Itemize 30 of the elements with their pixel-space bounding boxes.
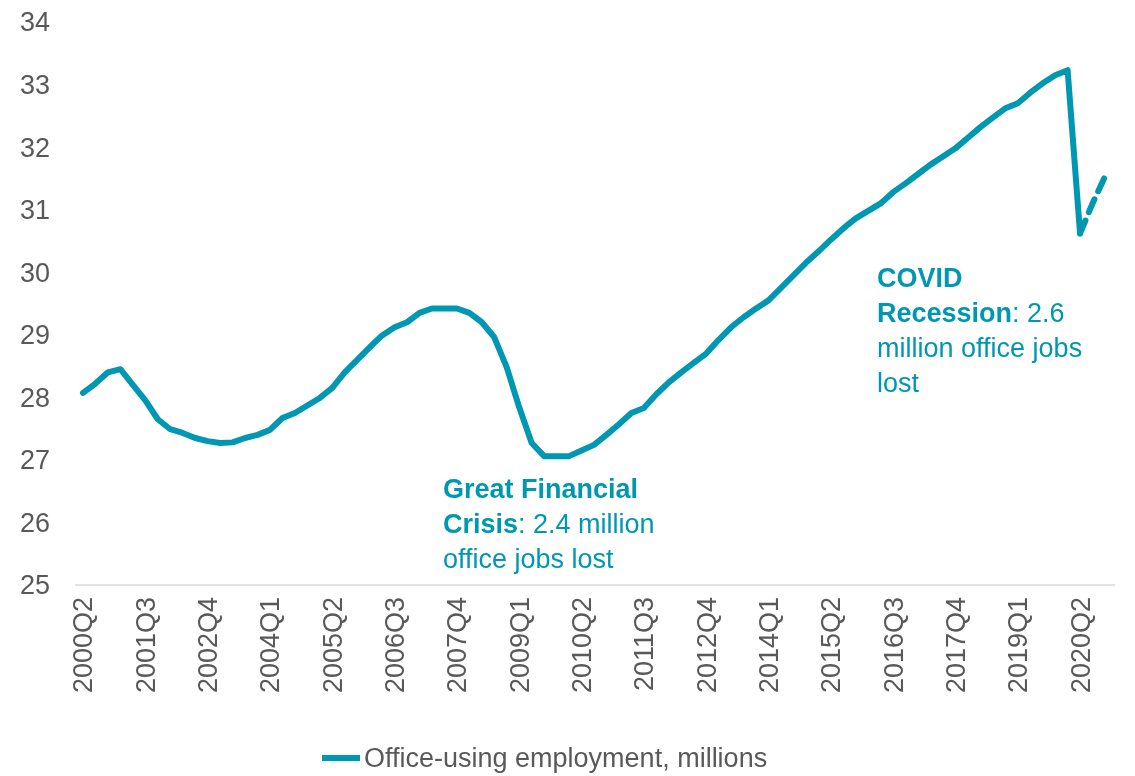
x-tick-label: 2006Q3 bbox=[380, 597, 411, 694]
text: Great Financial Crisis: 2.4 million office jobs lost bbox=[443, 474, 655, 574]
x-tick-label: 2001Q3 bbox=[130, 597, 161, 694]
x-tick-label: 2007Q4 bbox=[442, 597, 473, 694]
x-tick-label: 2005Q2 bbox=[317, 597, 348, 694]
y-tick-label: 33 bbox=[19, 70, 50, 101]
x-tick-label: 2015Q2 bbox=[816, 597, 847, 694]
x-tick-label: 2012Q4 bbox=[691, 597, 722, 694]
y-tick-label: 26 bbox=[19, 507, 50, 538]
x-tick-label: 2020Q2 bbox=[1065, 597, 1096, 694]
y-tick-label: 25 bbox=[19, 570, 50, 601]
y-tick-label: 27 bbox=[19, 445, 50, 476]
x-tick-label: 2009Q1 bbox=[504, 597, 535, 694]
y-tick-label: 28 bbox=[19, 382, 50, 413]
x-tick-label: 2004Q1 bbox=[255, 597, 286, 694]
x-tick-label: 2011Q3 bbox=[629, 597, 660, 692]
y-tick-label: 30 bbox=[19, 257, 50, 288]
legend-label: Office-using employment, millions bbox=[364, 743, 768, 774]
y-tick-label: 29 bbox=[19, 320, 50, 351]
x-tick-label: 2016Q3 bbox=[878, 597, 909, 694]
x-tick-label: 2017Q4 bbox=[940, 597, 971, 694]
x-tick-label: 2002Q4 bbox=[193, 597, 224, 694]
y-tick-label: 31 bbox=[19, 195, 50, 226]
x-tick-label: 2014Q1 bbox=[753, 597, 784, 694]
y-tick-label: 32 bbox=[19, 132, 50, 163]
x-tick-label: 2019Q1 bbox=[1003, 597, 1034, 694]
y-tick-label: 34 bbox=[19, 7, 50, 38]
text: COVID Recession: 2.6 million office jobs lost bbox=[877, 263, 1083, 398]
x-tick-label: 2000Q2 bbox=[68, 597, 99, 694]
x-tick-label: 2010Q2 bbox=[566, 597, 597, 694]
